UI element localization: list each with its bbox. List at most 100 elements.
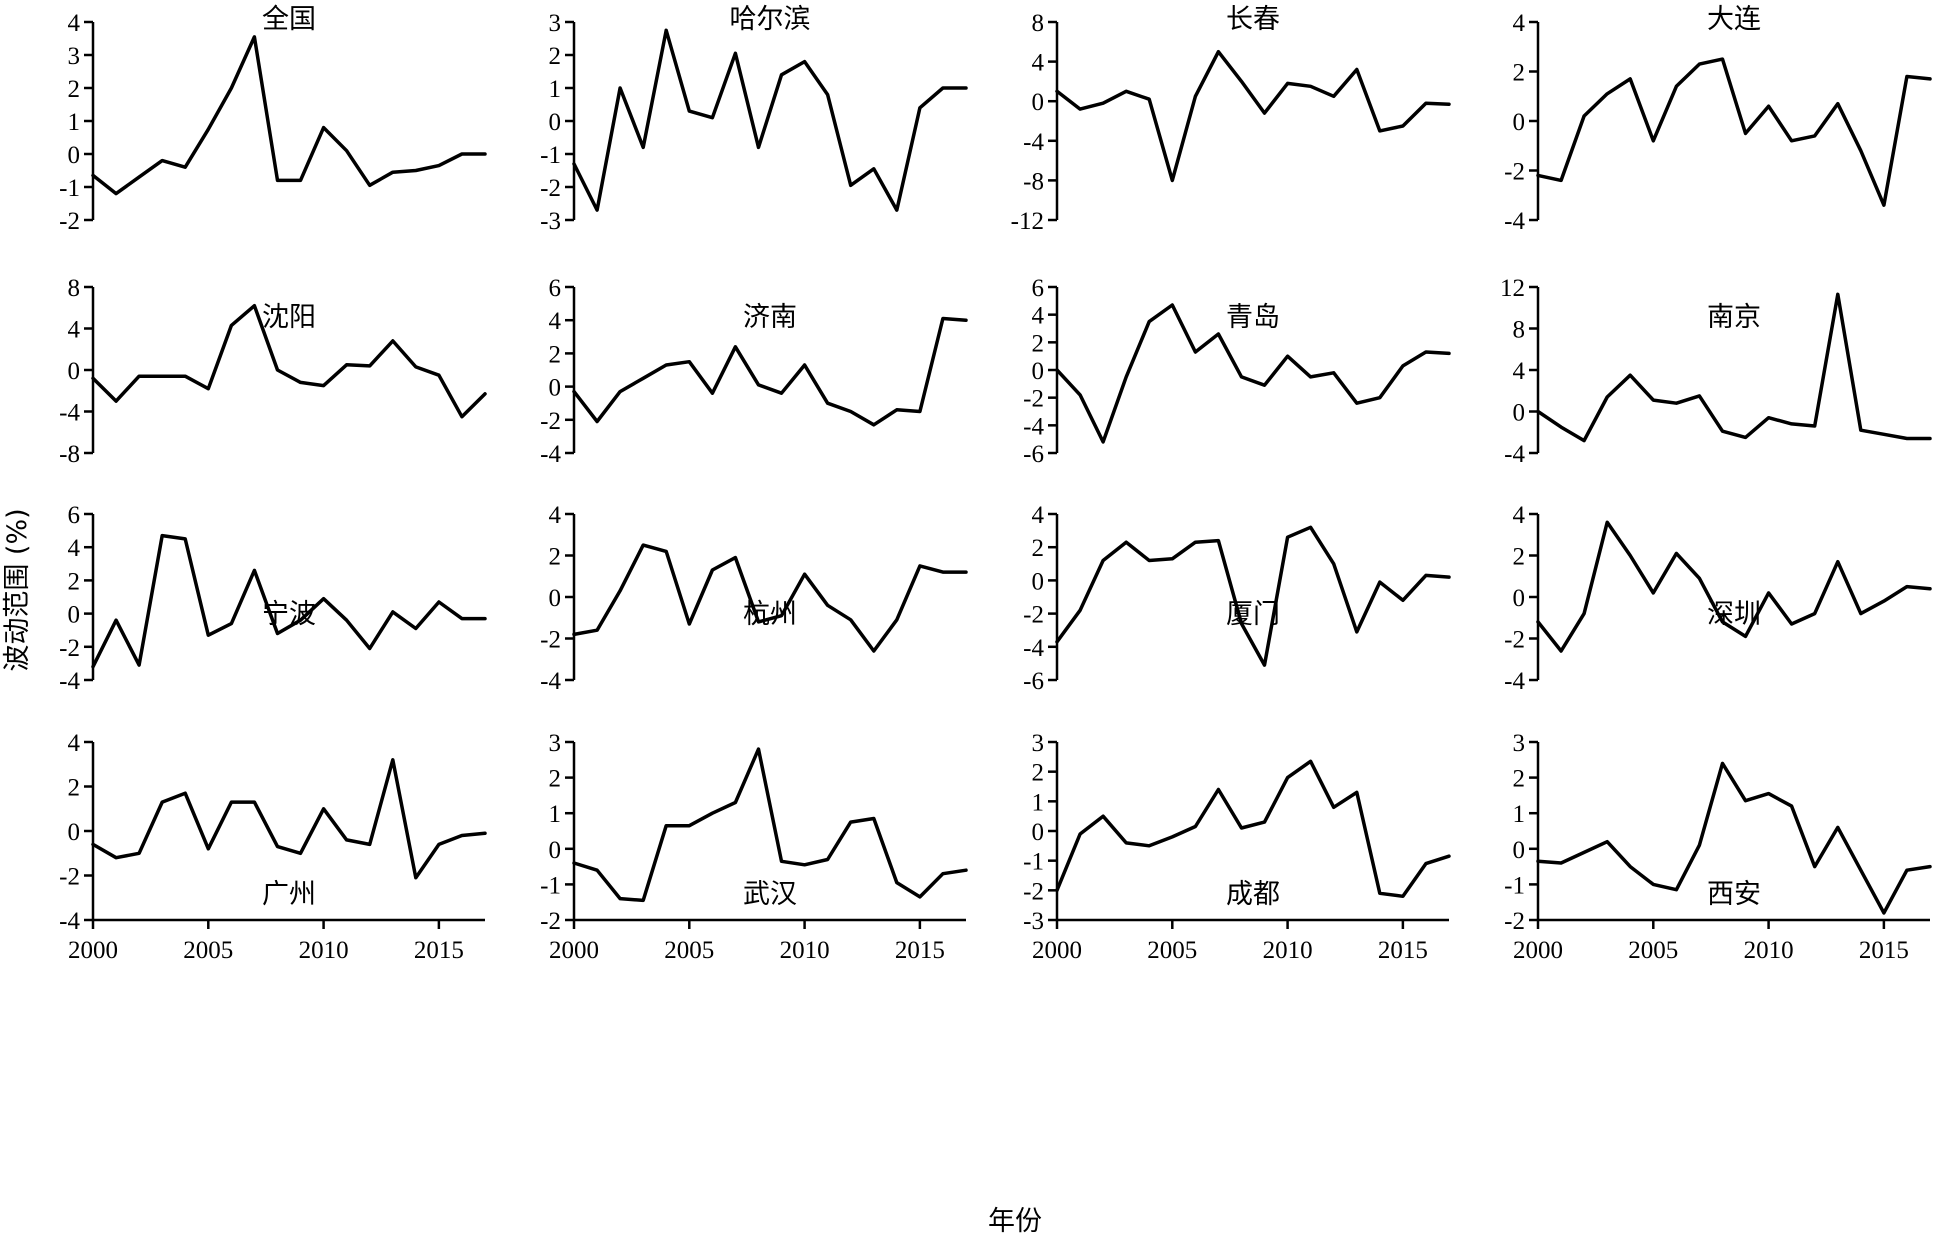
y-tick-label: 3 [549, 10, 562, 37]
panel: 长春 -12 -8 -4 0 4 8 [1011, 4, 1451, 235]
panel-title: 全国 [262, 4, 316, 35]
series-line [572, 747, 968, 903]
y-tick-label: 2 [1513, 766, 1526, 793]
y-tick-label: -2 [540, 408, 561, 435]
y-tick-label: 3 [549, 730, 562, 757]
y-tick-label: -2 [59, 864, 80, 891]
y-tick-label: -2 [1504, 627, 1525, 654]
series-line [1055, 303, 1451, 444]
y-tick-label: -1 [1504, 872, 1525, 899]
y-tick-label: -2 [59, 208, 80, 235]
panel: 西安 -2 -1 0 1 2 3 2000 2005 2010 2015 [1504, 730, 1932, 964]
y-tick-label: 0 [1513, 585, 1526, 612]
panel-title: 西安 [1707, 879, 1761, 910]
y-tick-label: -2 [540, 175, 561, 202]
y-tick-label: -4 [1023, 635, 1044, 662]
y-tick-label: 1 [1513, 801, 1526, 828]
y-tick-label: 0 [549, 585, 562, 612]
y-tick-label: 2 [1513, 60, 1526, 87]
y-tick-label: 6 [1032, 275, 1045, 302]
y-tick-label: 0 [549, 375, 562, 402]
x-tick-label: 2000 [549, 937, 599, 964]
panel-title: 长春 [1226, 4, 1280, 35]
y-tick-label: 0 [68, 602, 81, 629]
y-tick-label: 8 [68, 275, 81, 302]
panel: 沈阳 -8 -4 0 4 8 [59, 275, 487, 468]
series-line [1536, 292, 1932, 443]
y-tick-label: -2 [1504, 159, 1525, 186]
y-tick-label: 1 [549, 801, 562, 828]
y-tick-label: 4 [1032, 303, 1045, 330]
y-tick-label: 2 [549, 43, 562, 70]
x-tick-label: 2005 [664, 937, 714, 964]
series-line [1536, 57, 1932, 207]
y-tick-label: -2 [1023, 878, 1044, 905]
y-tick-label: -2 [1504, 908, 1525, 935]
panel: 南京 -4 0 4 8 12 [1500, 275, 1932, 468]
y-tick-label: 0 [68, 142, 81, 169]
y-tick-label: -1 [59, 175, 80, 202]
y-tick-label: 4 [68, 317, 81, 344]
series-line [1055, 525, 1451, 667]
x-tick-label: 2005 [1628, 937, 1678, 964]
y-tick-label: 0 [1513, 400, 1526, 427]
y-tick-label: 3 [1032, 730, 1045, 757]
y-tick-label: 4 [1513, 502, 1526, 529]
y-tick-label: -12 [1011, 208, 1044, 235]
y-tick-label: 3 [1513, 730, 1526, 757]
y-tick-label: -4 [540, 668, 561, 695]
y-tick-label: -4 [1023, 129, 1044, 156]
y-tick-label: -4 [1023, 413, 1044, 440]
y-tick-label: 2 [68, 76, 81, 103]
x-tick-label: 2015 [1859, 937, 1909, 964]
series-line [1536, 520, 1932, 653]
y-tick-label: 0 [1032, 358, 1045, 385]
x-tick-label: 2010 [299, 937, 349, 964]
panel: 广州 -4 -2 0 2 4 2000 2005 2010 2015 [59, 730, 487, 964]
y-tick-label: -2 [540, 627, 561, 654]
x-tick-label: 2005 [1147, 937, 1197, 964]
y-tick-label: 4 [1032, 50, 1045, 77]
y-tick-label: -8 [1023, 168, 1044, 195]
y-tick-label: 0 [1032, 89, 1045, 116]
panel: 全国 -2 -1 0 1 2 3 4 [59, 4, 487, 235]
y-tick-label: 0 [1032, 568, 1045, 595]
y-tick-label: 2 [1513, 544, 1526, 571]
y-tick-label: 2 [1032, 535, 1045, 562]
series-line [91, 533, 487, 669]
panel-title: 哈尔滨 [730, 4, 811, 35]
y-tick-label: -1 [540, 142, 561, 169]
panel-title: 大连 [1707, 4, 1761, 35]
x-tick-label: 2000 [1513, 937, 1563, 964]
series-line [572, 316, 968, 427]
y-tick-label: 3 [68, 43, 81, 70]
x-tick-label: 2010 [1263, 937, 1313, 964]
y-tick-label: -3 [1023, 908, 1044, 935]
y-tick-label: 2 [1032, 760, 1045, 787]
y-tick-label: 4 [549, 308, 562, 335]
y-tick-label: 2 [1032, 330, 1045, 357]
panel: 成都 -3 -2-1 0 12 3 2000 2005 2010 2015 [1023, 730, 1451, 964]
panel-title: 武汉 [743, 879, 797, 910]
y-tick-label: 6 [68, 502, 81, 529]
y-tick-label: 12 [1500, 275, 1525, 302]
y-tick-label: -8 [59, 441, 80, 468]
x-tick-label: 2005 [183, 937, 233, 964]
y-axis-title: 波动范围 (%) [2, 508, 33, 671]
y-tick-label: 2 [549, 766, 562, 793]
series-line [572, 543, 968, 653]
y-tick-label: -6 [1023, 441, 1044, 468]
y-tick-label: -4 [59, 668, 80, 695]
panel-title: 南京 [1707, 302, 1761, 333]
y-tick-label: -2 [540, 908, 561, 935]
y-tick-label: 2 [549, 341, 562, 368]
panel: 武汉 -2 -1 0 1 2 3 2000 2005 2010 2015 [540, 730, 968, 964]
x-axis-title: 年份 [988, 1206, 1042, 1237]
series-line [1536, 761, 1932, 915]
y-tick-label: 1 [549, 76, 562, 103]
